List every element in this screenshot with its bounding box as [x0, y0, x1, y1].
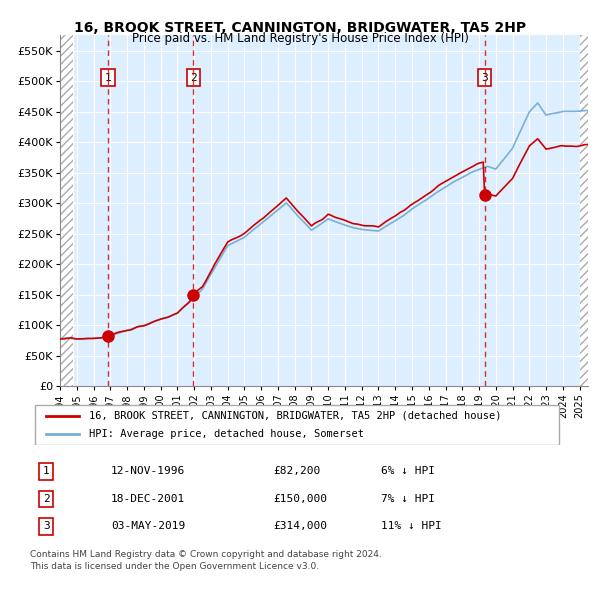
- Text: 7% ↓ HPI: 7% ↓ HPI: [381, 494, 435, 504]
- Text: 16, BROOK STREET, CANNINGTON, BRIDGWATER, TA5 2HP (detached house): 16, BROOK STREET, CANNINGTON, BRIDGWATER…: [89, 411, 502, 421]
- Text: 16, BROOK STREET, CANNINGTON, BRIDGWATER, TA5 2HP: 16, BROOK STREET, CANNINGTON, BRIDGWATER…: [74, 21, 526, 35]
- Text: 3: 3: [481, 73, 488, 83]
- Text: 1: 1: [43, 467, 50, 477]
- Text: £82,200: £82,200: [273, 467, 320, 477]
- Text: This data is licensed under the Open Government Licence v3.0.: This data is licensed under the Open Gov…: [30, 562, 319, 571]
- Text: 18-DEC-2001: 18-DEC-2001: [111, 494, 185, 504]
- FancyBboxPatch shape: [35, 405, 559, 445]
- Text: 2: 2: [190, 73, 197, 83]
- Text: 1: 1: [105, 73, 112, 83]
- Bar: [60, 35, 73, 386]
- Text: 6% ↓ HPI: 6% ↓ HPI: [381, 467, 435, 477]
- Text: 11% ↓ HPI: 11% ↓ HPI: [381, 522, 442, 532]
- Text: Contains HM Land Registry data © Crown copyright and database right 2024.: Contains HM Land Registry data © Crown c…: [30, 550, 382, 559]
- Text: HPI: Average price, detached house, Somerset: HPI: Average price, detached house, Some…: [89, 429, 364, 439]
- Text: 3: 3: [43, 522, 50, 532]
- Text: 2: 2: [43, 494, 50, 504]
- Text: £314,000: £314,000: [273, 522, 327, 532]
- Text: 12-NOV-1996: 12-NOV-1996: [111, 467, 185, 477]
- Bar: [580, 35, 588, 386]
- Text: £150,000: £150,000: [273, 494, 327, 504]
- Bar: [580, 35, 588, 386]
- Text: Price paid vs. HM Land Registry's House Price Index (HPI): Price paid vs. HM Land Registry's House …: [131, 32, 469, 45]
- Bar: [60, 35, 73, 386]
- Text: 03-MAY-2019: 03-MAY-2019: [111, 522, 185, 532]
